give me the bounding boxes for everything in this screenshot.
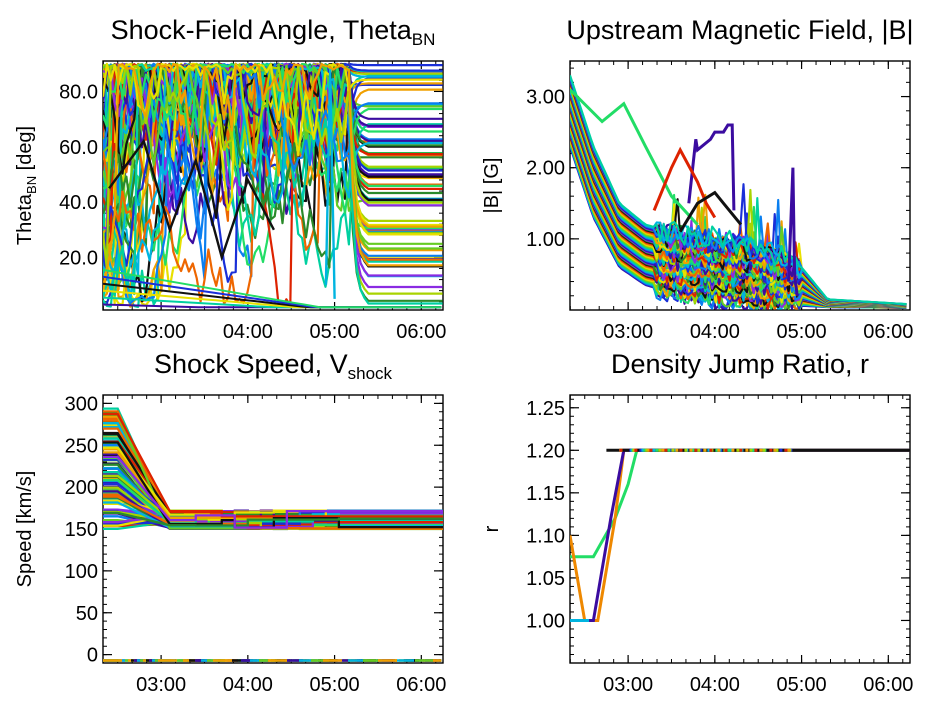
vshock-ytick-label: 150 xyxy=(65,519,98,541)
theta-ylabel: ThetaBN [deg] xyxy=(14,126,39,245)
density-series-group xyxy=(570,448,910,622)
theta-highlight-line xyxy=(108,138,275,262)
vshock-series-group xyxy=(103,407,443,662)
bfield-xtick-label: 03:00 xyxy=(603,321,653,343)
theta-xtick-label: 04:00 xyxy=(223,321,273,343)
vshock-ytick-label: 0 xyxy=(87,645,98,667)
density-ytick-label: 1.00 xyxy=(526,610,565,632)
density-xtick-label: 05:00 xyxy=(777,674,827,696)
theta-xtick-label: 06:00 xyxy=(396,321,446,343)
bfield-highlight-line xyxy=(678,190,743,233)
vshock-ytick-label: 100 xyxy=(65,561,98,583)
vshock-ytick-label: 300 xyxy=(65,393,98,415)
density-xtick-label: 04:00 xyxy=(690,674,740,696)
vshock-ylabel: Speed [km/s] xyxy=(14,471,36,588)
density-xtick-label: 06:00 xyxy=(863,674,913,696)
bfield-ylabel: |B| [G] xyxy=(481,158,503,214)
vshock-series-line xyxy=(103,511,443,527)
density-ytick-label: 1.10 xyxy=(526,525,565,547)
theta-ytick-label: 80.0 xyxy=(59,81,98,103)
theta-ytick-label: 60.0 xyxy=(59,137,98,159)
bfield-highlight-line xyxy=(570,88,699,226)
density-ylabel: r xyxy=(481,525,503,532)
vshock-title: Shock Speed, Vshock xyxy=(154,349,393,383)
vshock-xtick-label: 04:00 xyxy=(223,674,273,696)
bfield-series-line xyxy=(570,74,907,306)
vshock-xtick-label: 03:00 xyxy=(136,674,186,696)
vshock-ytick-label: 250 xyxy=(65,435,98,457)
theta-series-line xyxy=(103,268,442,309)
bfield-xtick-label: 05:00 xyxy=(777,321,827,343)
vshock-ytick-label: 50 xyxy=(76,603,98,625)
bfield-ytick-label: 1.00 xyxy=(526,229,565,251)
vshock-ytick-label: 200 xyxy=(65,477,98,499)
density-plot-frame xyxy=(569,394,911,664)
theta-ytick-label: 40.0 xyxy=(59,192,98,214)
bfield-highlight-line xyxy=(652,146,717,219)
theta-ytick-label: 20.0 xyxy=(59,247,98,269)
theta-xtick-label: 03:00 xyxy=(136,321,186,343)
theta-xtick-label: 05:00 xyxy=(310,321,360,343)
bfield-ytick-label: 2.00 xyxy=(526,158,565,180)
bfield-plot-frame xyxy=(569,60,911,311)
vshock-series-line xyxy=(103,441,443,529)
density-xtick-label: 03:00 xyxy=(603,674,653,696)
vshock-xtick-label: 06:00 xyxy=(396,674,446,696)
bfield-title: Upstream Magnetic Field, |B| xyxy=(566,15,913,45)
bfield-series-group xyxy=(570,74,907,310)
vshock-series-line xyxy=(103,413,443,518)
theta-series-line xyxy=(103,62,443,157)
density-ytick-label: 1.05 xyxy=(526,568,565,590)
density-title: Density Jump Ratio, r xyxy=(611,349,869,379)
density-ytick-label: 1.25 xyxy=(526,398,565,420)
bfield-highlight-line xyxy=(687,123,736,211)
density-ytick-label: 1.20 xyxy=(526,440,565,462)
density-series-line xyxy=(570,448,910,622)
theta-title: Shock-Field Angle, ThetaBN xyxy=(111,15,436,49)
bfield-ytick-label: 3.00 xyxy=(526,87,565,109)
density-ytick-label: 1.15 xyxy=(526,483,565,505)
bfield-highlight-line xyxy=(787,167,799,296)
theta-series-line xyxy=(103,63,443,302)
bfield-xtick-label: 04:00 xyxy=(690,321,740,343)
theta-series-line xyxy=(103,62,443,292)
vshock-series-line xyxy=(103,455,443,529)
vshock-xtick-label: 05:00 xyxy=(310,674,360,696)
bfield-xtick-label: 06:00 xyxy=(863,321,913,343)
theta-highlight-line xyxy=(324,69,336,299)
theta-series-group xyxy=(103,62,443,309)
